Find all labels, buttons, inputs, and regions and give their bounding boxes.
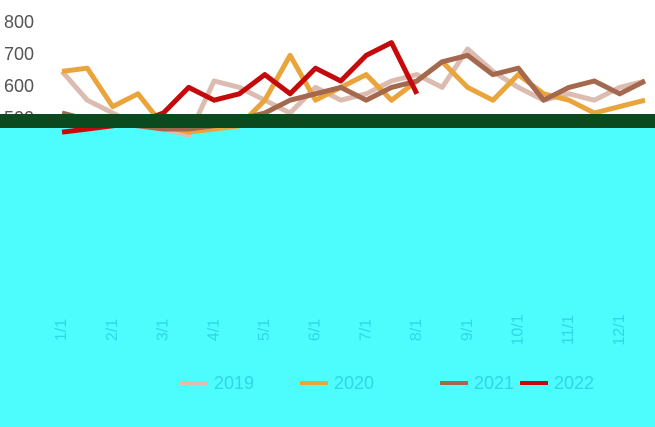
x-tick-label: 11/1 [560,315,577,345]
x-tick-label: 7/1 [357,319,374,341]
x-tick-label: 3/1 [155,319,172,341]
y-tick-label: 700 [4,44,34,64]
legend-label: 2019 [214,373,254,393]
legend-label: 2021 [474,373,514,393]
band-strip [0,114,655,128]
series-line [61,52,647,132]
legend-label: 2022 [554,373,594,393]
legend-label: 2020 [334,373,374,393]
y-tick-label: 800 [4,12,34,32]
x-tick-label: 12/1 [611,314,628,345]
x-tick-label: 8/1 [408,319,425,341]
x-tick-label: 1/1 [53,319,70,341]
plot-overlay [0,128,655,427]
y-tick-label: 600 [4,76,34,96]
x-tick-label: 9/1 [459,319,476,341]
x-tick-label: 4/1 [205,319,222,341]
x-tick-label: 6/1 [307,319,324,341]
x-tick-label: 5/1 [256,319,273,341]
x-tick-label: 10/1 [509,314,526,345]
x-tick-label: 2/1 [104,319,121,341]
